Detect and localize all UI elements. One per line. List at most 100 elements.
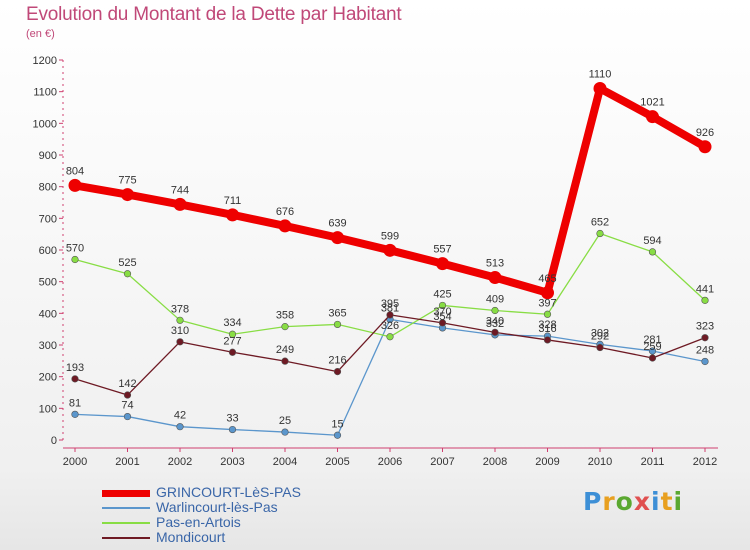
- data-point: [701, 296, 709, 304]
- legend-label: GRINCOURT-LèS-PAS: [156, 484, 301, 500]
- data-label: 259: [643, 341, 661, 353]
- data-label: 639: [328, 218, 346, 230]
- data-point: [123, 391, 132, 399]
- legend-item: Mondicourt: [102, 529, 362, 545]
- data-label: 281: [643, 334, 661, 346]
- data-label: 316: [538, 323, 556, 335]
- data-point: [123, 412, 132, 421]
- data-label: 358: [276, 310, 294, 322]
- data-label: 354: [433, 311, 451, 323]
- data-label: 441: [696, 283, 714, 295]
- data-label: 74: [121, 400, 133, 412]
- data-point: [281, 428, 289, 436]
- data-label: 193: [66, 362, 84, 374]
- data-label: 744: [171, 184, 189, 196]
- data-label: 465: [538, 273, 556, 285]
- data-label: 42: [174, 410, 186, 422]
- data-label: 340: [486, 315, 504, 327]
- data-label: 525: [118, 257, 136, 269]
- data-point: [488, 271, 502, 285]
- x-tick-label: 2003: [220, 456, 244, 468]
- legend-swatch: [102, 507, 150, 509]
- data-point: [596, 343, 604, 352]
- logo-letter: P: [583, 487, 603, 516]
- data-point: [333, 320, 342, 329]
- y-tick-label: 100: [39, 403, 57, 415]
- data-point: [596, 229, 604, 238]
- data-point: [386, 311, 394, 319]
- x-tick-label: 2012: [693, 456, 717, 468]
- data-point: [281, 357, 289, 365]
- data-point: [648, 347, 657, 355]
- y-tick-label: 300: [39, 340, 57, 352]
- logo-letter: i: [651, 487, 661, 516]
- data-point: [438, 319, 447, 327]
- data-label: 676: [276, 206, 294, 218]
- data-label: 328: [538, 319, 556, 331]
- legend-label: Mondicourt: [156, 529, 226, 545]
- data-label: 1021: [640, 97, 664, 109]
- y-tick-label: 400: [39, 308, 57, 320]
- data-point: [541, 286, 554, 300]
- data-label: 926: [696, 127, 714, 139]
- series-line: [71, 84, 709, 297]
- data-label: 365: [328, 307, 346, 319]
- data-point: [491, 306, 499, 315]
- y-tick-label: 200: [39, 372, 57, 384]
- data-point: [333, 368, 342, 376]
- data-point: [123, 270, 132, 278]
- data-label: 599: [381, 230, 399, 242]
- data-point: [121, 188, 134, 202]
- logo-letter: i: [673, 487, 684, 516]
- data-label: 249: [276, 344, 294, 356]
- logo-letter: r: [602, 487, 616, 516]
- logo-letter: x: [633, 487, 651, 516]
- legend-label: Pas-en-Artois: [156, 514, 241, 530]
- data-label: 652: [591, 217, 609, 229]
- data-point: [71, 375, 79, 383]
- data-label: 594: [643, 235, 661, 247]
- data-label: 378: [171, 303, 189, 315]
- legend: GRINCOURT-LèS-PAS Warlincourt-lès-Pas Pas-…: [102, 484, 362, 545]
- logo-letter: o: [615, 487, 634, 516]
- legend-swatch: [102, 537, 150, 539]
- data-label: 292: [591, 331, 609, 343]
- data-point: [228, 425, 237, 434]
- data-labels-layer: 81 74 42 33 25 15 381 354 332 328 302 281 248 570 525 3…: [66, 69, 714, 431]
- chart-axes: 0 100 200 300 400 500 600 700 800 900 1000 1100 1200…: [33, 55, 718, 468]
- legend-item: Pas-en-Artois: [102, 514, 362, 530]
- data-point: [71, 255, 79, 264]
- data-label: 33: [226, 413, 238, 425]
- data-label: 397: [538, 297, 556, 309]
- series-layer: [68, 82, 712, 439]
- data-label: 557: [433, 244, 451, 256]
- data-point: [176, 338, 184, 346]
- data-point: [176, 316, 184, 324]
- data-label: 216: [328, 355, 346, 367]
- data-label: 142: [118, 378, 136, 390]
- legend-swatch: [102, 522, 150, 524]
- y-tick-label: 900: [39, 150, 57, 162]
- data-point: [646, 110, 659, 124]
- data-label: 570: [66, 243, 84, 255]
- x-tick-label: 2001: [115, 456, 139, 468]
- legend-swatch: [102, 489, 150, 497]
- data-label: 1110: [589, 69, 612, 81]
- data-point: [278, 219, 292, 233]
- data-label: 248: [696, 344, 714, 356]
- x-tick-label: 2008: [483, 456, 507, 468]
- data-point: [438, 301, 447, 310]
- data-point: [648, 354, 657, 362]
- x-tick-label: 2009: [535, 456, 559, 468]
- y-tick-label: 1200: [33, 55, 57, 67]
- data-point: [543, 310, 552, 318]
- data-label: 381: [381, 302, 399, 314]
- data-point: [281, 323, 289, 331]
- data-label: 15: [331, 418, 343, 430]
- data-label: 395: [381, 298, 399, 310]
- x-tick-label: 2002: [168, 456, 192, 468]
- data-point: [226, 208, 239, 222]
- line-chart: 0 100 200 300 400 500 600 700 800 900 1000 1100 1200…: [33, 55, 718, 468]
- data-point: [173, 197, 187, 211]
